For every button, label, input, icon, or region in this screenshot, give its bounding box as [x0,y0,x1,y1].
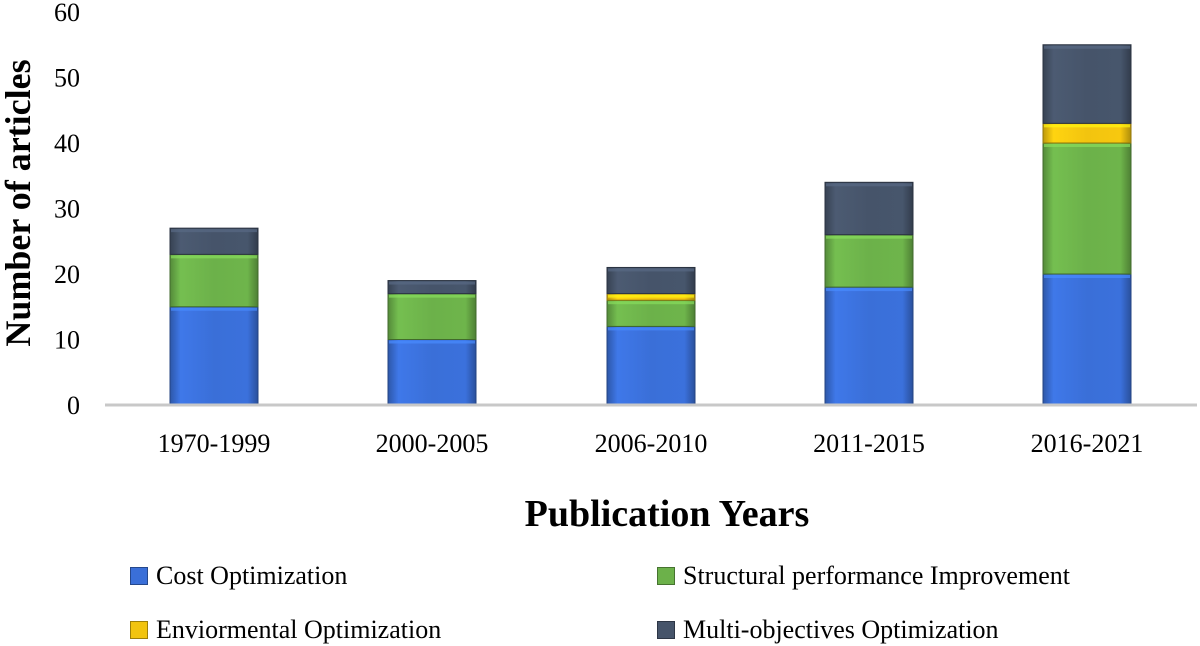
bar-bevel-multi [1044,45,1130,49]
bar-stack-2016-2021 [1042,44,1132,406]
y-tick-label: 20 [54,260,80,289]
bar-stack-2011-2015 [824,181,914,406]
legend-swatch-structural [657,567,675,585]
y-tick-label: 0 [67,391,80,420]
legend-swatch-cost [130,567,148,585]
bar-segment-multi [1042,44,1132,124]
y-tick-label: 50 [54,64,80,93]
bar-bevel-structural [608,301,694,305]
legend-label-cost: Cost Optimization [156,561,348,590]
bar-bevel-multi [608,268,694,272]
bar-bevel-multi [826,183,912,187]
x-tick-label: 1970-1999 [158,429,271,458]
bar-bevel-multi [171,229,257,233]
bar-segment-multi [169,227,259,255]
y-axis-title: Number of articles [0,59,38,346]
bar-bevel-structural [171,255,257,259]
bar-segment-structural [1042,142,1132,275]
bar-segment-structural [387,293,477,340]
legend-item-cost: Cost Optimization [130,561,347,591]
bar-bevel-cost [389,340,475,344]
x-tick-label: 2011-2015 [813,429,925,458]
bar-bevel-structural [826,235,912,239]
bar-bevel-structural [389,294,475,298]
legend-label-environmental: Enviormental Optimization [156,615,442,644]
x-tick-label: 2006-2010 [595,429,708,458]
y-tick-label: 40 [54,129,80,158]
legend-label-structural: Structural performance Improvement [683,561,1070,590]
bar-segment-multi [606,266,696,295]
bar-segment-cost [824,286,914,406]
bar-stack-2006-2010 [606,266,696,406]
bar-bevel-multi [389,281,475,285]
legend-swatch-environmental [130,621,148,639]
y-tick-label: 10 [54,326,80,355]
legend-label-multi: Multi-objectives Optimization [683,615,999,644]
y-tick-label: 60 [54,0,80,27]
bar-bevel-cost [171,307,257,311]
x-axis-ticks: 1970-1999 2000-2005 2006-2010 2011-2015 2016… [158,429,1144,458]
x-tick-label: 2000-2005 [376,429,489,458]
bar-bevel-environmental [1044,124,1130,128]
bar-segment-cost [169,306,259,406]
legend-swatch-multi [657,621,675,639]
bar-stacks [169,44,1132,406]
bar-segment-cost [387,339,477,406]
bar-bevel-structural [1044,144,1130,147]
legend-item-structural: Structural performance Improvement [657,561,1070,591]
x-tick-label: 2016-2021 [1031,429,1144,458]
bar-segment-cost [606,325,696,406]
bar-segment-structural [169,253,259,308]
y-tick-label: 30 [54,195,80,224]
x-axis-title: Publication Years [525,493,810,535]
bar-bevel-cost [826,288,912,292]
bar-stack-2000-2005 [387,280,477,406]
bar-bevel-cost [1044,275,1130,278]
bar-segment-multi [824,181,914,236]
bar-bevel-environmental [608,294,694,298]
bar-stack-1970-1999 [169,227,259,406]
bar-segment-cost [1042,273,1132,406]
y-axis-ticks: 0 10 20 30 40 50 60 [54,0,80,420]
bar-bevel-cost [608,327,694,331]
legend-item-multi: Multi-objectives Optimization [657,615,999,645]
bar-segment-structural [824,234,914,288]
legend-item-environmental: Enviormental Optimization [130,615,441,645]
